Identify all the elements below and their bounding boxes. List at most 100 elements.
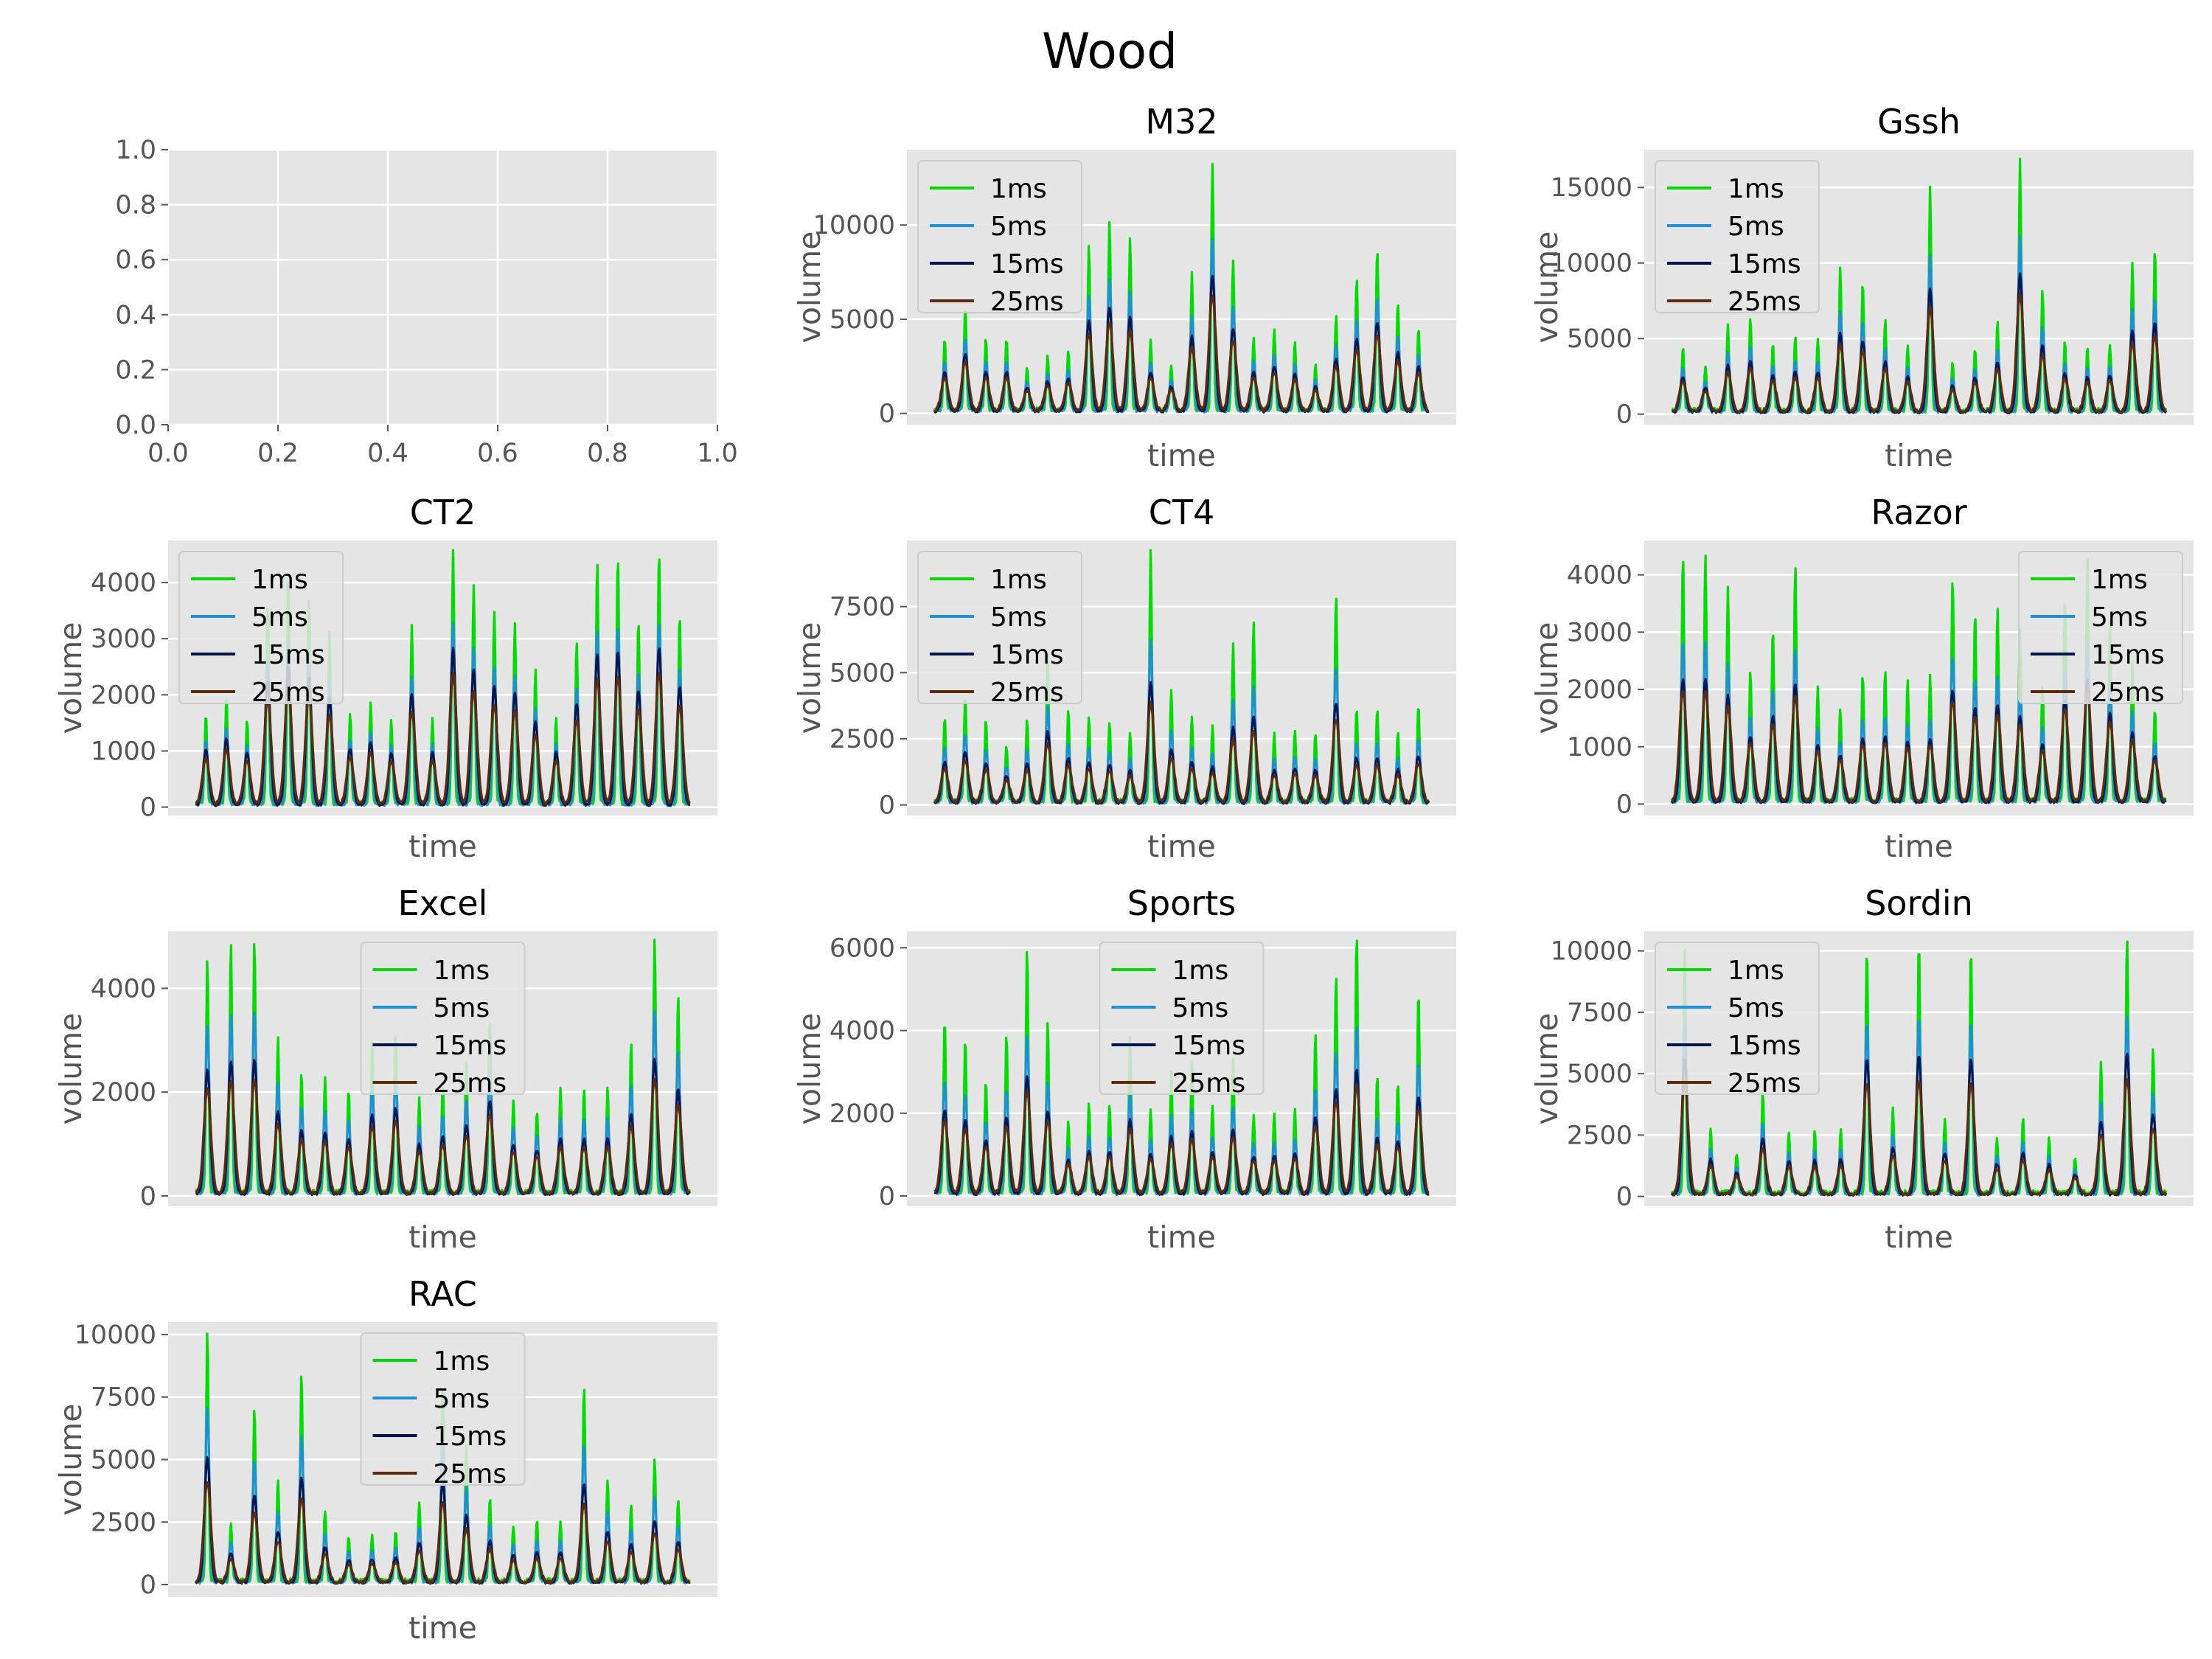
subplot-title: Sordin [1865, 883, 1973, 923]
y-axis-label: volume [53, 622, 88, 734]
y-tick-label: 0.8 [115, 191, 156, 220]
y-tick-label: 4000 [830, 1017, 895, 1046]
plot-area [168, 150, 717, 425]
y-axis-ticks: 0 5000 10000 15000 [1551, 173, 1644, 430]
x-axis-label: time [408, 829, 477, 864]
y-axis-ticks: 0.0 0.2 0.4 0.6 0.8 1.0 [115, 136, 168, 440]
series-line-25ms [933, 294, 1430, 413]
subplot-title: Gssh [1877, 102, 1961, 142]
x-tick-label: 0.0 [147, 439, 189, 468]
y-axis-label: volume [53, 1404, 88, 1516]
legend-entry: 15ms [1728, 249, 1801, 279]
y-tick-label: 4000 [91, 974, 156, 1004]
y-tick-label: 3000 [1567, 618, 1632, 647]
y-tick-label: 0 [1616, 1183, 1632, 1212]
subplot-title: Razor [1871, 493, 1966, 532]
y-tick-label: 1000 [1567, 733, 1632, 762]
legend-entry: 15ms [990, 640, 1064, 670]
y-tick-label: 4000 [91, 568, 156, 598]
y-axis-label: volume [792, 622, 827, 734]
subplot-title: RAC [408, 1274, 477, 1314]
y-tick-label: 10000 [1551, 249, 1632, 279]
x-tick-label: 1.0 [697, 439, 738, 468]
series-lines [195, 549, 691, 807]
y-tick-label: 5000 [1567, 324, 1632, 354]
legend-entry: 15ms [434, 1031, 507, 1061]
y-axis-ticks: 0 2000 4000 [91, 974, 168, 1211]
legend: 1ms 5ms 15ms 25ms [917, 551, 1082, 708]
x-tick-label: 0.8 [587, 439, 628, 468]
y-tick-label: 2000 [91, 681, 156, 710]
legend: 1ms 5ms 15ms 25ms [178, 551, 344, 708]
legend-box [178, 551, 344, 704]
legend-entry: 1ms [1728, 956, 1784, 986]
y-tick-label: 10000 [74, 1321, 156, 1350]
legend-entry: 15ms [990, 249, 1064, 279]
series-line-25ms [1670, 1078, 2168, 1197]
series-lines [933, 939, 1430, 1197]
legend-box [1655, 160, 1820, 313]
y-tick-label: 1.0 [115, 136, 156, 165]
y-tick-label: 0 [140, 1182, 156, 1211]
series-lines [933, 162, 1430, 414]
y-tick-label: 1000 [91, 737, 156, 766]
y-tick-label: 0 [140, 1571, 156, 1600]
y-tick-label: 0.4 [115, 301, 156, 330]
y-tick-label: 2000 [1567, 675, 1632, 705]
legend-entry: 1ms [434, 1346, 490, 1377]
y-tick-label: 2500 [830, 725, 895, 754]
legend-entry: 5ms [1728, 993, 1784, 1023]
legend-entry: 25ms [990, 678, 1064, 708]
legend: 1ms 5ms 15ms 25ms [360, 1332, 526, 1489]
y-axis-label: volume [1529, 232, 1565, 344]
y-tick-label: 0 [1616, 790, 1632, 819]
series-lines [933, 549, 1430, 805]
x-axis-label: time [1885, 1220, 1953, 1255]
legend-box [917, 160, 1082, 313]
legend-entry: 25ms [1172, 1068, 1246, 1099]
legend-entry: 25ms [1728, 287, 1801, 317]
y-tick-label: 15000 [1551, 173, 1632, 203]
y-tick-label: 0.2 [115, 355, 156, 385]
legend-box [2018, 551, 2183, 704]
y-axis-label: volume [792, 1013, 827, 1125]
x-tick-label: 0.2 [257, 439, 299, 468]
series-line-25ms [195, 672, 691, 806]
subplot-ct2: 0 1000 2000 3000 4000 CT2 time volume 1ms 5ms 15ms… [53, 493, 717, 864]
subplot-empty: 0.0 0.2 0.4 0.6 0.8 1.0 0.0 0.2 0.4 0.6 0.8 1.0 [115, 136, 738, 468]
subplot-excel: 0 2000 4000 Excel time volume 1ms 5ms 15ms 25ms [53, 883, 717, 1255]
y-axis-label: volume [53, 1013, 88, 1125]
legend-entry: 25ms [2091, 678, 2165, 708]
y-axis-label: volume [1529, 1013, 1565, 1125]
subplot-sports: 0 2000 4000 6000 Sports time volume 1ms 5ms 15ms 2… [792, 883, 1456, 1255]
y-tick-label: 2500 [91, 1508, 156, 1537]
legend-box [1099, 942, 1265, 1095]
x-axis-label: time [1147, 829, 1216, 864]
legend-entry: 25ms [434, 1459, 507, 1489]
legend-entry: 5ms [251, 602, 308, 633]
y-tick-label: 4000 [1567, 561, 1632, 591]
series-line-25ms [194, 1481, 691, 1585]
y-tick-label: 2000 [91, 1078, 156, 1107]
series-line-15ms [195, 1057, 691, 1196]
y-tick-label: 2500 [1567, 1121, 1632, 1150]
y-tick-label: 7500 [830, 593, 895, 622]
gridlines [167, 148, 719, 426]
y-axis-ticks: 0 1000 2000 3000 4000 [1567, 561, 1644, 819]
y-tick-label: 0 [1616, 400, 1632, 430]
legend-entry: 25ms [1728, 1068, 1801, 1099]
series-line-25ms [195, 1077, 692, 1196]
y-axis-label: volume [1529, 622, 1565, 734]
y-tick-label: 0.6 [115, 246, 156, 275]
y-tick-label: 0 [140, 793, 156, 823]
subplot-ct4: 0 2500 5000 7500 CT4 time volume 1ms 5ms 15ms 25ms [792, 493, 1456, 864]
series-line-25ms [933, 700, 1430, 804]
series-lines [1671, 157, 2168, 414]
x-axis-label: time [1885, 829, 1953, 864]
legend: 1ms 5ms 15ms 25ms [1099, 942, 1265, 1099]
legend-box [360, 1332, 526, 1486]
legend-entry: 1ms [2091, 565, 2148, 595]
x-axis-label: time [408, 1220, 477, 1255]
legend-entry: 1ms [1728, 174, 1784, 204]
legend-box [917, 551, 1082, 704]
